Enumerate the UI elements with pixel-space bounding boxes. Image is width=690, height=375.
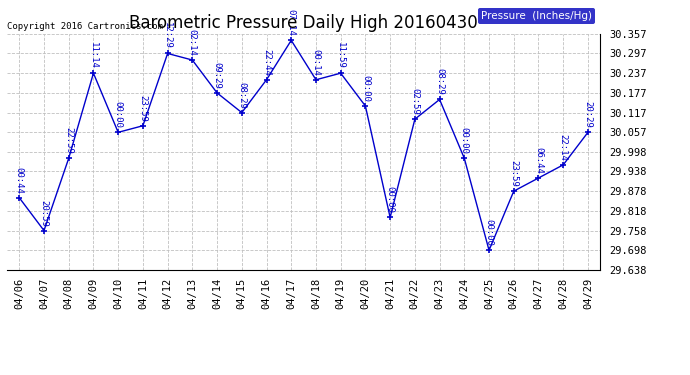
- Text: 00:00: 00:00: [386, 186, 395, 213]
- Text: 00:00: 00:00: [361, 75, 370, 102]
- Text: 00:00: 00:00: [484, 219, 493, 246]
- Text: 00:44: 00:44: [14, 166, 23, 194]
- Text: 02:59: 02:59: [411, 88, 420, 115]
- Text: 20:29: 20:29: [584, 101, 593, 128]
- Text: Copyright 2016 Cartronics.com: Copyright 2016 Cartronics.com: [7, 22, 163, 32]
- Text: 11:59: 11:59: [336, 42, 345, 69]
- Text: 11:14: 11:14: [89, 42, 98, 69]
- Text: 09:29: 09:29: [213, 62, 221, 89]
- Text: 00:00: 00:00: [114, 101, 123, 128]
- Text: 12:29: 12:29: [163, 22, 172, 49]
- Title: Barometric Pressure Daily High 20160430: Barometric Pressure Daily High 20160430: [129, 14, 478, 32]
- Text: 22:14: 22:14: [559, 134, 568, 160]
- Text: 22:59: 22:59: [64, 127, 73, 154]
- Text: 06:44: 06:44: [534, 147, 543, 174]
- Text: 00:00: 00:00: [460, 127, 469, 154]
- Text: 07:14: 07:14: [287, 9, 296, 36]
- Text: 20:59: 20:59: [39, 200, 48, 226]
- Text: 23:59: 23:59: [509, 160, 518, 187]
- Text: 02:14: 02:14: [188, 29, 197, 56]
- Text: 08:29: 08:29: [435, 68, 444, 95]
- Text: 08:29: 08:29: [237, 82, 246, 108]
- Legend: Pressure  (Inches/Hg): Pressure (Inches/Hg): [478, 8, 595, 24]
- Text: 22:44: 22:44: [262, 49, 271, 76]
- Text: 23:59: 23:59: [139, 95, 148, 122]
- Text: 00:14: 00:14: [311, 49, 320, 76]
